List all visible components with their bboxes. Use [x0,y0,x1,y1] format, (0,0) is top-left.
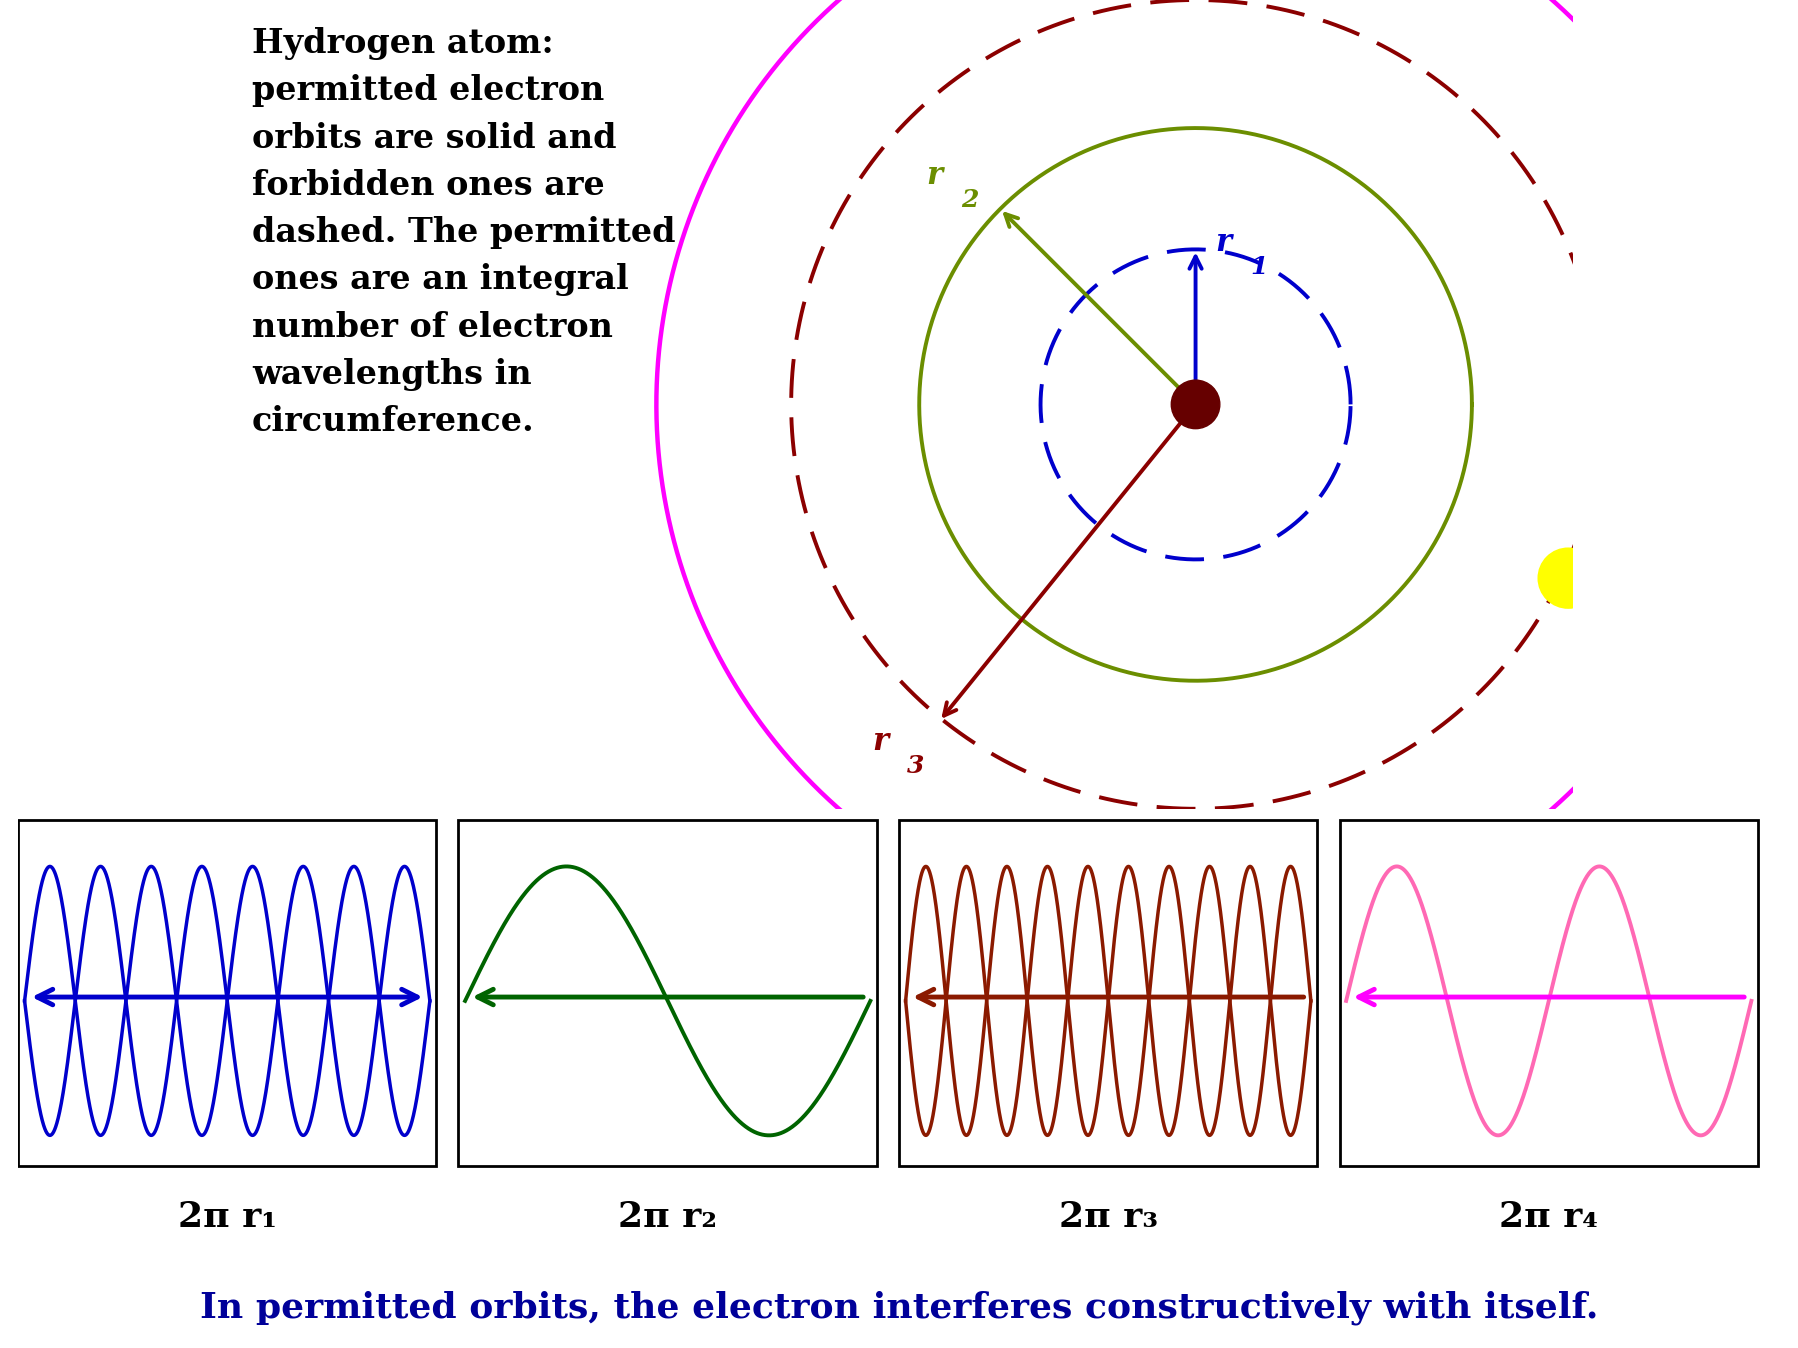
Text: 2π r₃: 2π r₃ [1059,1200,1158,1235]
Bar [458,821,877,1166]
Text: r: r [926,160,942,190]
Text: 1: 1 [1251,255,1268,279]
Text: 2: 2 [960,187,978,212]
Text: Hydrogen atom:
permitted electron
orbits are solid and
forbidden ones are
dashed: Hydrogen atom: permitted electron orbits… [252,27,676,438]
Text: r: r [1215,228,1232,257]
Text: r: r [1215,949,1232,979]
Circle shape [1539,549,1598,608]
Bar [1340,821,1758,1166]
Bar [18,821,437,1166]
Text: In permitted orbits, the electron interferes constructively with itself.: In permitted orbits, the electron interf… [200,1290,1598,1325]
Text: r: r [872,727,888,756]
Text: 2π r₂: 2π r₂ [619,1200,717,1235]
Text: 3: 3 [906,754,924,778]
Circle shape [1170,380,1219,429]
Bar [899,821,1318,1166]
Text: 2π r₄: 2π r₄ [1500,1200,1598,1235]
Text: 4: 4 [1251,976,1268,1000]
Text: 2π r₁: 2π r₁ [178,1200,277,1235]
